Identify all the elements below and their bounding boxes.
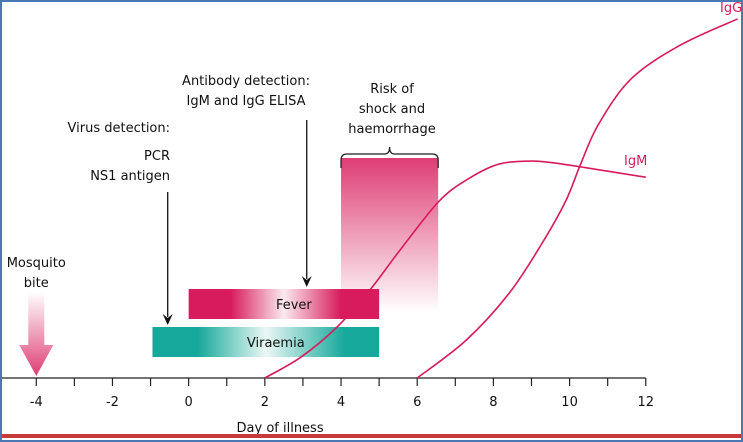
virus-detection-label: PCR — [144, 149, 170, 164]
x-tick-label: 10 — [561, 395, 578, 410]
x-tick-label: 0 — [185, 395, 193, 410]
virus-detection-arrow-head — [162, 314, 173, 325]
bar-fever — [188, 289, 380, 319]
bottom-rule — [2, 434, 741, 438]
curve-igm — [264, 160, 646, 379]
x-tick-label: 4 — [337, 395, 345, 410]
series-label-igm: IgM — [624, 154, 647, 169]
x-tick-label: 6 — [413, 395, 421, 410]
bar-label-fever: Fever — [276, 298, 312, 313]
x-axis-label: Day of illness — [237, 421, 324, 436]
mosquito-bite-label: bite — [24, 276, 49, 291]
antibody-detection-arrow-head — [301, 276, 312, 287]
x-tick-label: -4 — [30, 395, 43, 410]
risk-brace — [340, 146, 439, 168]
x-tick-label: 2 — [261, 395, 269, 410]
virus-detection-label: NS1 antigen — [90, 169, 170, 184]
curve-igg — [416, 18, 738, 379]
bar-viraemia — [152, 327, 380, 357]
risk-window — [341, 158, 439, 312]
risk-label: Risk of — [370, 82, 414, 97]
series-label-igg: IgG — [720, 2, 741, 16]
mosquito-bite-arrow — [19, 292, 54, 376]
bar-label-viraemia: Viraemia — [247, 336, 305, 351]
antibody-detection-label: Antibody detection: — [182, 74, 310, 89]
x-tick-label: 12 — [637, 395, 654, 410]
virus-detection-label: Virus detection: — [68, 121, 170, 136]
risk-label: shock and — [359, 102, 425, 117]
mosquito-bite-label: Mosquito — [7, 256, 66, 271]
antibody-detection-label: IgM and IgG ELISA — [187, 94, 306, 109]
risk-label: haemorrhage — [348, 122, 436, 137]
x-tick-label: -2 — [106, 395, 119, 410]
x-tick-label: 8 — [489, 395, 497, 410]
